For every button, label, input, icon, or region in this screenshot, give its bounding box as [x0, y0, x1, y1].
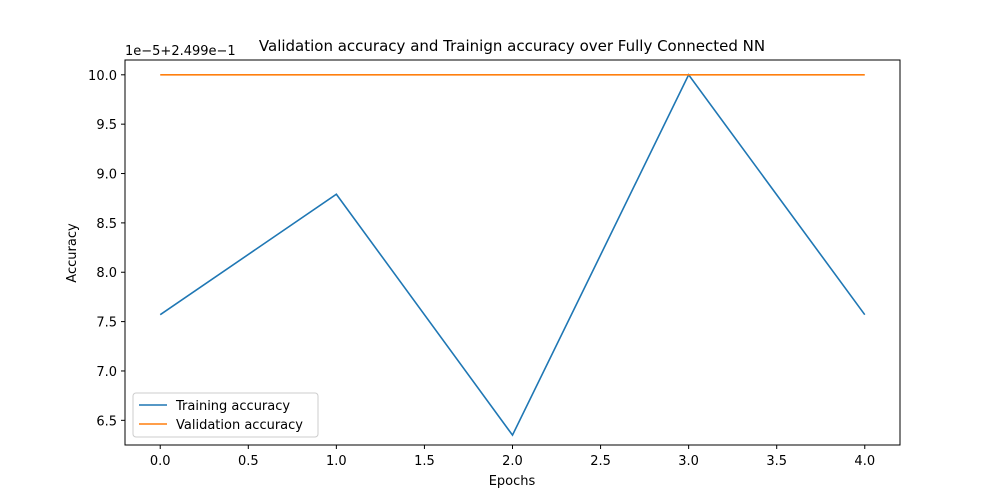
y-tick-label: 8.5	[96, 217, 117, 232]
y-tick-label: 7.0	[96, 365, 117, 380]
y-tick-label: 7.5	[96, 316, 117, 331]
y-tick-label: 6.5	[96, 414, 117, 429]
legend-label: Validation accuracy	[176, 418, 303, 433]
x-tick-label: 1.0	[326, 454, 347, 469]
y-axis: 6.5 7.0 7.5 8.0 8.5 9.0 9.5 10.0	[88, 69, 125, 429]
x-tick-label: 2.5	[590, 454, 611, 469]
chart-title: Validation accuracy and Trainign accurac…	[259, 37, 765, 55]
y-tick-label: 10.0	[88, 69, 117, 84]
legend-box	[132, 392, 319, 438]
x-tick-label: 1.5	[414, 454, 435, 469]
legend: Training accuracy Validation accuracy	[132, 392, 319, 438]
x-axis: 0.0 0.5 1.0 1.5 2.0 2.5 3.0 3.5 4.0	[150, 445, 875, 469]
y-offset-label: 1e−5+2.499e−1	[125, 44, 236, 59]
plot-lines	[159, 73, 866, 437]
x-tick-label: 0.5	[238, 454, 259, 469]
x-tick-label: 4.0	[854, 454, 875, 469]
legend-label: Training accuracy	[175, 399, 290, 414]
y-axis-label: Accuracy	[65, 223, 80, 283]
y-tick-label: 9.0	[96, 168, 117, 183]
y-tick-label: 9.5	[96, 118, 117, 133]
x-tick-label: 2.0	[502, 454, 523, 469]
x-axis-label: Epochs	[489, 474, 536, 489]
x-tick-label: 3.5	[766, 454, 787, 469]
y-tick-label: 8.0	[96, 266, 117, 281]
x-tick-label: 3.0	[678, 454, 699, 469]
plot-frame	[124, 59, 901, 446]
x-tick-label: 0.0	[150, 454, 171, 469]
series-line-training	[159, 73, 866, 437]
